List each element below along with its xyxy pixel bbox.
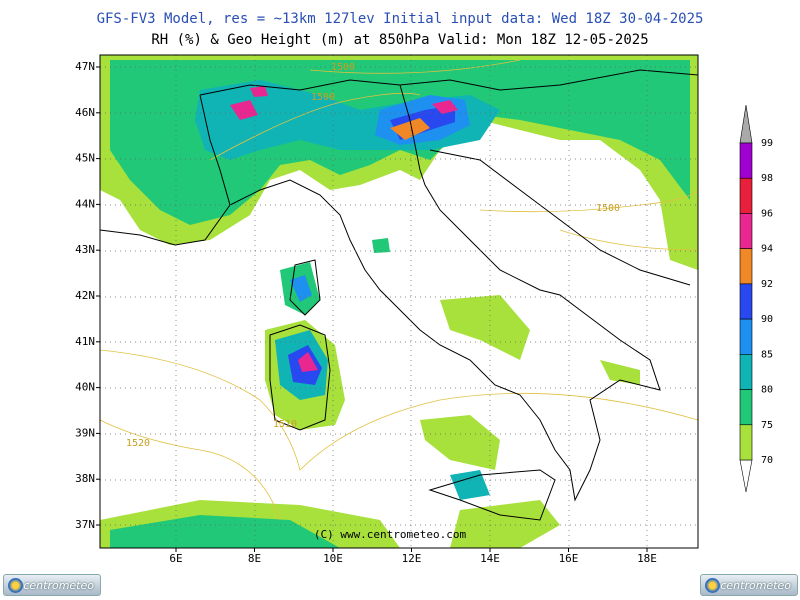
- lon-label: 6E: [169, 552, 182, 565]
- lat-label: 37N: [75, 518, 95, 531]
- logo: centrometeo: [3, 574, 101, 596]
- lon-label: 12E: [402, 552, 422, 565]
- lat-label: 43N: [75, 243, 95, 256]
- contour-label: 1500: [311, 92, 335, 103]
- lat-label: 38N: [75, 472, 95, 485]
- colorbar-label: 70: [761, 455, 773, 466]
- contour-label: 1500: [596, 203, 620, 214]
- colorbar-label: 96: [761, 208, 773, 219]
- colorbar-segment: [739, 389, 753, 426]
- colorbar-label: 99: [761, 138, 773, 149]
- lat-label: 39N: [75, 426, 95, 439]
- lon-label: 14E: [480, 552, 500, 565]
- lat-label: 42N: [75, 289, 95, 302]
- colorbar-segment: [739, 354, 753, 390]
- colorbar-label: 92: [761, 279, 773, 290]
- colorbar-segment: [739, 142, 753, 179]
- colorbar-label: 94: [761, 244, 773, 255]
- colorbar-segment: [739, 424, 753, 461]
- colorbar-segment: [739, 213, 753, 249]
- map-area: [99, 54, 699, 549]
- lon-label: 18E: [637, 552, 657, 565]
- lat-label: 45N: [75, 152, 95, 165]
- colorbar-segment: [739, 177, 753, 214]
- colorbar-segment: [739, 248, 753, 285]
- lon-label: 8E: [248, 552, 261, 565]
- lon-label: 10E: [323, 552, 343, 565]
- lat-label: 46N: [75, 106, 95, 119]
- colorbar-label: 75: [761, 420, 773, 431]
- lat-label: 44N: [75, 197, 95, 210]
- lon-label: 16E: [559, 552, 579, 565]
- colorbar-label: 98: [761, 173, 773, 184]
- lat-label: 47N: [75, 60, 95, 73]
- colorbar-label: 90: [761, 314, 773, 325]
- copyright: (C) www.centrometeo.com: [314, 528, 467, 541]
- contour-label: 1510: [273, 419, 297, 430]
- contour-label: 1520: [126, 438, 150, 449]
- lat-label: 41N: [75, 335, 95, 348]
- colorbar-label: 85: [761, 349, 773, 360]
- colorbar: 99 98 96 94 92 90 85 80 75 70: [739, 104, 773, 493]
- title-line1: GFS-FV3 Model, res = ~13km 127lev Initia…: [97, 11, 704, 27]
- title-line2: RH (%) & Geo Height (m) at 850hPa Valid:…: [151, 32, 648, 48]
- colorbar-segment: [739, 318, 753, 355]
- colorbar-segment: [739, 283, 753, 320]
- contour-label: 1500: [331, 62, 355, 73]
- lat-label: 40N: [75, 381, 95, 394]
- colorbar-label: 80: [761, 385, 773, 396]
- logo: centrometeo: [700, 574, 798, 596]
